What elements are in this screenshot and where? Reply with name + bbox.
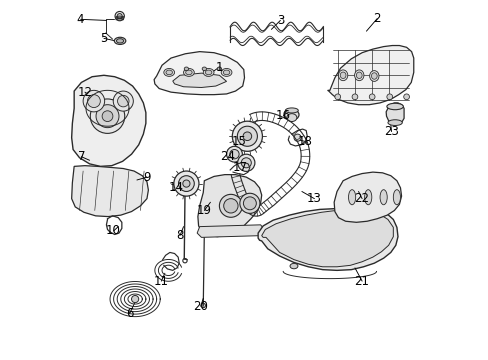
Circle shape <box>96 105 119 128</box>
Text: 17: 17 <box>232 161 247 174</box>
Ellipse shape <box>285 108 298 113</box>
Ellipse shape <box>205 70 211 75</box>
Text: 20: 20 <box>193 300 208 313</box>
Text: 18: 18 <box>297 135 311 148</box>
Polygon shape <box>197 225 264 237</box>
Ellipse shape <box>284 109 298 120</box>
Ellipse shape <box>223 70 229 75</box>
Text: 22: 22 <box>354 192 369 205</box>
Circle shape <box>83 90 104 112</box>
Polygon shape <box>386 103 403 125</box>
Polygon shape <box>327 45 413 105</box>
Circle shape <box>90 99 124 134</box>
Ellipse shape <box>392 190 400 205</box>
Text: 3: 3 <box>276 14 284 27</box>
Ellipse shape <box>386 103 403 110</box>
Text: 12: 12 <box>77 86 92 99</box>
Ellipse shape <box>165 70 172 75</box>
Ellipse shape <box>387 120 402 126</box>
Circle shape <box>232 121 262 151</box>
Ellipse shape <box>202 67 206 71</box>
Circle shape <box>219 194 242 217</box>
Circle shape <box>351 94 357 100</box>
Ellipse shape <box>338 70 347 81</box>
Polygon shape <box>72 75 145 166</box>
Text: 1: 1 <box>215 60 223 73</box>
Text: 11: 11 <box>154 275 168 288</box>
Circle shape <box>386 94 392 100</box>
Text: 5: 5 <box>100 32 107 45</box>
Circle shape <box>229 149 239 159</box>
Circle shape <box>131 296 139 303</box>
Circle shape <box>237 154 254 171</box>
Ellipse shape <box>348 190 355 205</box>
Text: 10: 10 <box>106 224 121 238</box>
Ellipse shape <box>183 68 194 76</box>
Ellipse shape <box>184 67 188 71</box>
Ellipse shape <box>379 190 386 205</box>
Ellipse shape <box>116 39 123 43</box>
Polygon shape <box>258 208 397 270</box>
Circle shape <box>243 197 256 210</box>
Ellipse shape <box>356 72 362 78</box>
Circle shape <box>113 91 133 111</box>
Circle shape <box>239 193 260 213</box>
Ellipse shape <box>364 190 371 205</box>
Ellipse shape <box>354 70 363 81</box>
Text: 24: 24 <box>219 150 234 163</box>
Circle shape <box>178 176 194 192</box>
Circle shape <box>293 134 301 141</box>
Ellipse shape <box>289 264 297 269</box>
Polygon shape <box>261 210 392 267</box>
Polygon shape <box>198 175 261 237</box>
Text: 16: 16 <box>275 109 290 122</box>
Polygon shape <box>154 51 244 95</box>
Polygon shape <box>172 73 226 87</box>
Text: 8: 8 <box>176 229 183 242</box>
Circle shape <box>117 95 129 107</box>
Text: 23: 23 <box>383 125 398 138</box>
Text: 21: 21 <box>354 275 369 288</box>
Ellipse shape <box>286 114 296 122</box>
Polygon shape <box>333 172 401 222</box>
Circle shape <box>226 146 242 162</box>
Text: 9: 9 <box>143 171 150 184</box>
Circle shape <box>183 180 190 187</box>
Circle shape <box>241 158 251 168</box>
Ellipse shape <box>340 72 346 78</box>
Text: 13: 13 <box>306 192 321 205</box>
Text: 14: 14 <box>168 181 183 194</box>
Ellipse shape <box>163 68 174 76</box>
Circle shape <box>243 132 251 140</box>
Ellipse shape <box>185 70 192 75</box>
Ellipse shape <box>221 68 231 76</box>
Circle shape <box>237 126 257 146</box>
Text: 19: 19 <box>197 204 211 217</box>
Text: 15: 15 <box>231 135 246 148</box>
Circle shape <box>403 94 408 100</box>
Circle shape <box>368 94 374 100</box>
Circle shape <box>115 12 124 21</box>
Ellipse shape <box>217 67 221 71</box>
Text: 7: 7 <box>78 150 85 163</box>
Ellipse shape <box>114 37 125 44</box>
Text: 2: 2 <box>373 12 380 25</box>
Circle shape <box>87 95 100 108</box>
Text: 6: 6 <box>126 307 133 320</box>
Circle shape <box>174 171 199 196</box>
Ellipse shape <box>371 73 376 79</box>
Text: 4: 4 <box>77 13 84 26</box>
Circle shape <box>117 14 122 19</box>
Polygon shape <box>72 166 148 217</box>
Circle shape <box>102 111 113 122</box>
Circle shape <box>223 199 238 213</box>
Ellipse shape <box>369 71 378 81</box>
Circle shape <box>334 94 340 100</box>
Ellipse shape <box>203 68 214 76</box>
